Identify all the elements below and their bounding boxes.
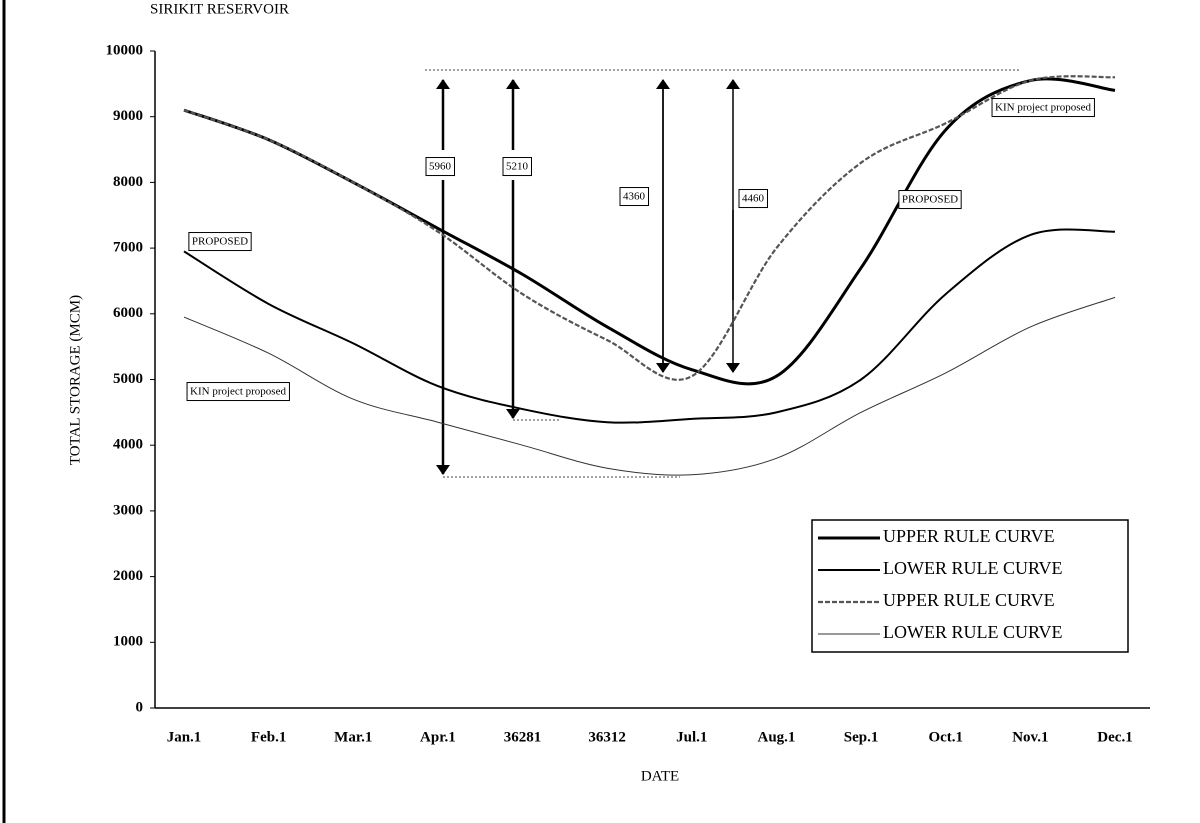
- legend-box: [811, 519, 1129, 653]
- annotation-text: 5210: [506, 161, 529, 173]
- x-tick-label: Nov.1: [1012, 729, 1048, 745]
- x-tick-label: Oct.1: [928, 729, 963, 745]
- y-tick-label: 7000: [113, 240, 143, 256]
- x-axis-label: DATE: [641, 768, 679, 784]
- annotation-box: [425, 157, 455, 177]
- y-tick-label: 10000: [106, 42, 144, 58]
- annotation: 4360: [619, 187, 649, 207]
- annotation-text: 4360: [623, 191, 646, 203]
- y-tick-label: 2000: [113, 568, 143, 584]
- x-tick-label: 36312: [588, 729, 626, 745]
- y-tick-label: 9000: [113, 108, 143, 124]
- x-tick-label: 36281: [504, 729, 542, 745]
- annotation: 5960: [425, 157, 455, 177]
- series-line: [183, 296, 1116, 476]
- y-tick-label: 0: [136, 699, 144, 715]
- annotation-box: [738, 189, 768, 209]
- legend: UPPER RULE CURVE LOWER RULE CURVE UPPER RU…: [811, 519, 1129, 653]
- legend-label: LOWER RULE CURVE: [883, 622, 1063, 642]
- guides: [425, 69, 1020, 478]
- y-tick-label: 6000: [113, 305, 143, 321]
- annotation-box: [898, 190, 962, 210]
- annotation: 5210: [502, 157, 532, 177]
- annotation: PROPOSED: [188, 232, 252, 252]
- annotation-text: PROPOSED: [902, 194, 958, 206]
- x-tick-label: Mar.1: [334, 729, 372, 745]
- annotation-text: KIN project proposed: [190, 386, 286, 398]
- annotation-text: 4460: [742, 193, 765, 205]
- annotation-box: [619, 187, 649, 207]
- y-tick-label: 8000: [113, 174, 143, 190]
- chart-title: SIRIKIT RESERVOIR: [150, 1, 289, 17]
- legend-label: LOWER RULE CURVE: [883, 558, 1063, 578]
- x-tick-label: Jul.1: [676, 729, 707, 745]
- annotation-text: PROPOSED: [192, 236, 248, 248]
- x-tick-label: Apr.1: [420, 729, 456, 745]
- annotation: 4460: [738, 189, 768, 209]
- x-tick-label: Jan.1: [167, 729, 202, 745]
- y-tick-label: 3000: [113, 502, 143, 518]
- x-tick-label: Feb.1: [251, 729, 286, 745]
- annotation: KIN project proposed: [991, 98, 1095, 118]
- y-tick-label: 5000: [113, 371, 143, 387]
- annotation-box: [502, 157, 532, 177]
- series-line: [183, 77, 1116, 386]
- annotation-box: [186, 382, 290, 402]
- annotation: KIN project proposed: [186, 382, 290, 402]
- legend-label: UPPER RULE CURVE: [883, 590, 1055, 610]
- y-axis-label: TOTAL STORAGE (MCM): [67, 295, 83, 465]
- y-tick-label: 1000: [113, 634, 143, 650]
- y-tick-label: 4000: [113, 437, 143, 453]
- series-line: [183, 228, 1116, 424]
- annotation-box: [188, 232, 252, 252]
- annotation-text: KIN project proposed: [995, 102, 1091, 114]
- legend-label: UPPER RULE CURVE: [883, 526, 1055, 546]
- annotation-box: [991, 98, 1095, 118]
- annotation: PROPOSED: [898, 190, 962, 210]
- series-line: [183, 75, 1116, 381]
- x-tick-label: Sep.1: [844, 729, 879, 745]
- x-tick-label: Dec.1: [1097, 729, 1132, 745]
- annotation-text: 5960: [429, 161, 452, 173]
- x-tick-label: Aug.1: [757, 729, 795, 745]
